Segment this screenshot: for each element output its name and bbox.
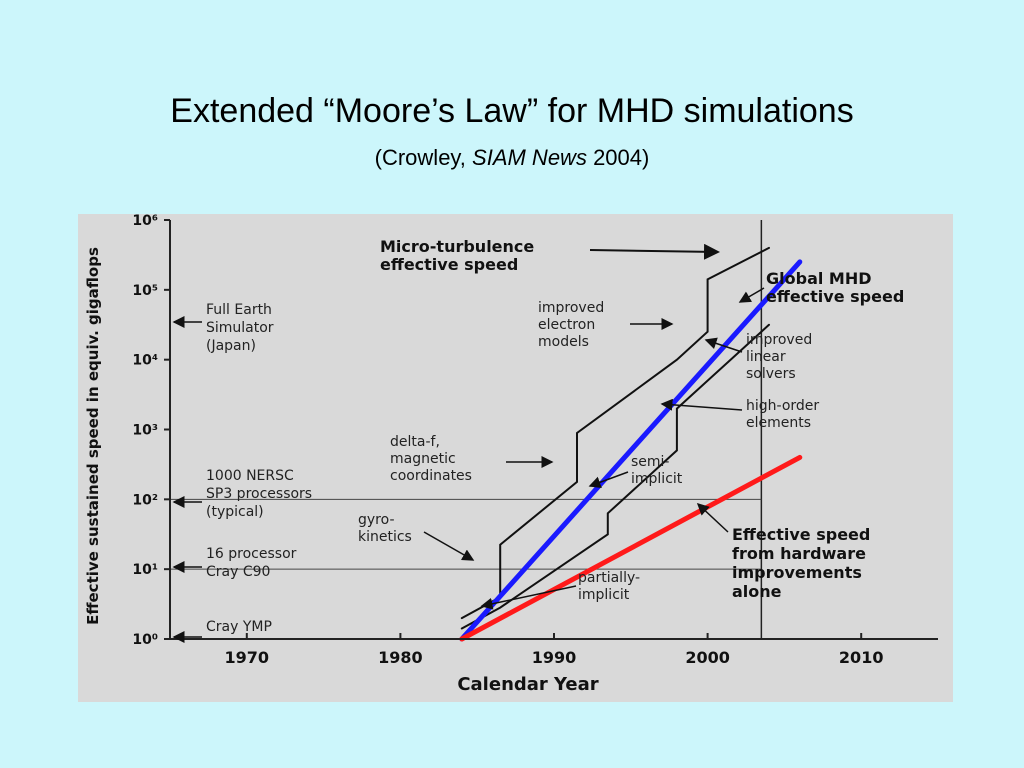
subtitle-journal: SIAM News [472, 145, 587, 170]
annotation-line: linear [746, 349, 786, 365]
annotation-line: from hardware [732, 544, 866, 563]
annotation-delta-f: delta-f, magnetic coordinates [390, 434, 554, 484]
y-tick-label: 10⁶ [132, 214, 158, 229]
annotation-line: improvements [732, 563, 862, 582]
annotation-line: high-order [746, 398, 819, 414]
annotation-gyro-kinetics: gyro-kinetics [358, 512, 475, 561]
annotation-line: Full Earth [206, 302, 272, 318]
y-tick-label: 10³ [132, 423, 158, 439]
series-lines [459, 246, 803, 642]
svg-text:gyro-kinetics: gyro-kinetics [358, 512, 412, 545]
slide-title: Extended “Moore’s Law” for MHD simulatio… [170, 92, 854, 130]
annotation-line: Cray C90 [206, 564, 270, 580]
annotation-micro-turbulence: Micro-turbulence effective speed [380, 237, 720, 274]
annotation-line: effective speed [766, 287, 904, 306]
chart-svg: 10⁰ 10¹ 10² 10³ 10⁴ 10⁵ 10⁶ 1970 1980 1990 2000 20… [84, 214, 938, 695]
annotation-improved-electron: improved electron models [538, 300, 674, 350]
annotation-line: semi- [631, 454, 670, 470]
x-tick-label: 1980 [378, 648, 423, 667]
y-tick-label: 10⁰ [132, 632, 158, 648]
x-ticks: 1970 1980 1990 2000 2010 [225, 633, 884, 667]
annotation-line: alone [732, 582, 782, 601]
annotation-line: models [538, 334, 589, 350]
annotation-line: gyro- [358, 512, 395, 528]
annotation-line: improved [746, 332, 812, 348]
annotation-line: Effective speed [732, 525, 870, 544]
chart-figure: 10⁰ 10¹ 10² 10³ 10⁴ 10⁵ 10⁶ 1970 1980 1990 2000 20… [78, 214, 953, 702]
x-axis-label: Calendar Year [457, 674, 598, 695]
annotation-partially-implicit: partially-implicit [480, 570, 640, 610]
annotation-global-mhd: Global MHD effective speed [738, 269, 904, 306]
annotation-line: coordinates [390, 468, 472, 484]
subtitle-pre: (Crowley, [374, 145, 473, 170]
annotation-line: effective speed [380, 255, 518, 274]
annotation-high-order: high-order elements [660, 398, 819, 431]
annotation-line: (typical) [206, 504, 264, 520]
x-tick-label: 1970 [225, 648, 270, 667]
svg-text:partially-implicit: partially-implicit [578, 570, 640, 603]
annotation-line: delta-f, [390, 434, 440, 450]
annotation-line: electron [538, 317, 595, 333]
annotation-line: implicit [631, 471, 683, 487]
slide-subtitle: (Crowley, SIAM News 2004) [0, 145, 1024, 171]
annotation-line: 16 processor [206, 546, 297, 562]
series-line-3 [459, 454, 803, 642]
annotation-line: partially- [578, 570, 640, 586]
annotation-line: implicit [578, 587, 630, 603]
annotation-line: SP3 processors [206, 486, 312, 502]
y-tick-label: 10¹ [132, 562, 158, 578]
annotation-line: Global MHD [766, 269, 872, 288]
annotation-line: improved [538, 300, 604, 316]
y-tick-label: 10⁵ [132, 283, 158, 299]
annotation-effective-hardware: Effective speed from hardware improvements… [696, 502, 870, 601]
annotation-line: (Japan) [206, 338, 256, 354]
x-tick-label: 2010 [839, 648, 884, 667]
annotation-full-earth: Full Earth Simulator (Japan) [172, 302, 274, 354]
annotation-line: Simulator [206, 320, 274, 336]
annotation-line: Cray YMP [206, 619, 272, 635]
x-tick-label: 2000 [685, 648, 730, 667]
annotation-cray-c90: 16 processor Cray C90 [172, 546, 297, 580]
annotation-line: magnetic [390, 451, 456, 467]
series-line-1 [460, 323, 770, 630]
annotation-line: kinetics [358, 529, 412, 545]
annotation-improved-linear: improved linear solvers [704, 332, 812, 382]
y-ticks: 10⁰ 10¹ 10² 10³ 10⁴ 10⁵ 10⁶ [132, 214, 170, 648]
svg-text:semi-implicit: semi-implicit [631, 454, 683, 487]
y-tick-label: 10⁴ [132, 353, 158, 369]
annotation-cray-ymp: Cray YMP [172, 619, 272, 643]
annotation-line: solvers [746, 366, 796, 382]
series-line-0 [460, 246, 770, 620]
y-axis-label: Effective sustained speed in equiv. giga… [84, 247, 102, 625]
series-line-2 [459, 259, 803, 642]
subtitle-post: 2004) [586, 145, 650, 170]
annotation-nersc: 1000 NERSC SP3 processors (typical) [172, 468, 312, 520]
annotation-line: 1000 NERSC [206, 468, 294, 484]
annotation-line: elements [746, 415, 811, 431]
annotation-line: Micro-turbulence [380, 237, 534, 256]
x-tick-label: 1990 [532, 648, 577, 667]
annotation-semi-implicit: semi-implicit [588, 454, 683, 489]
y-tick-label: 10² [132, 492, 158, 508]
